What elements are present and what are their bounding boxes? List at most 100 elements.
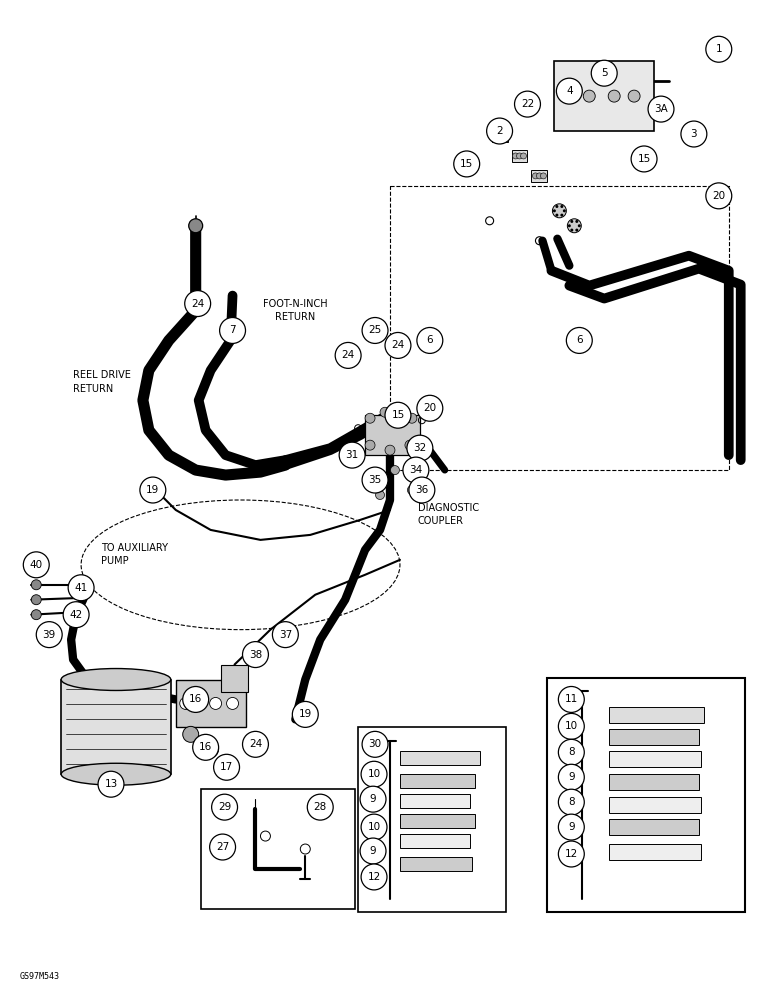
Bar [609, 797, 701, 813]
Bar [400, 834, 469, 848]
Circle shape [558, 789, 584, 815]
Text: 27: 27 [216, 842, 229, 852]
Text: 3A: 3A [654, 104, 668, 114]
Bar [400, 774, 475, 788]
Circle shape [555, 205, 558, 208]
Text: 4: 4 [566, 86, 573, 96]
Circle shape [36, 622, 63, 648]
Text: 11: 11 [564, 694, 578, 704]
Bar [365, 415, 420, 455]
Circle shape [514, 91, 540, 117]
Circle shape [575, 220, 578, 223]
Text: 19: 19 [146, 485, 160, 495]
Circle shape [568, 224, 571, 227]
Circle shape [307, 794, 334, 820]
Text: 22: 22 [521, 99, 534, 109]
Circle shape [537, 173, 543, 179]
Text: 24: 24 [341, 350, 355, 360]
Circle shape [405, 440, 415, 450]
Circle shape [395, 413, 405, 423]
Text: 37: 37 [279, 630, 292, 640]
Text: 16: 16 [199, 742, 212, 752]
Circle shape [203, 741, 218, 757]
Circle shape [242, 731, 269, 757]
Text: 30: 30 [368, 739, 381, 749]
Circle shape [417, 327, 443, 353]
Text: 40: 40 [29, 560, 42, 570]
Text: 1: 1 [716, 44, 722, 54]
Circle shape [362, 731, 388, 757]
Circle shape [273, 622, 298, 648]
Circle shape [193, 734, 218, 760]
Text: 6: 6 [576, 335, 583, 345]
Circle shape [558, 739, 584, 765]
Text: 42: 42 [69, 610, 83, 620]
Circle shape [407, 435, 433, 461]
Text: 10: 10 [565, 721, 578, 731]
Text: 32: 32 [413, 443, 426, 453]
Circle shape [219, 318, 245, 343]
Circle shape [567, 219, 581, 233]
Circle shape [553, 209, 556, 212]
Bar [531, 170, 547, 182]
Circle shape [706, 183, 732, 209]
Bar [61, 680, 171, 774]
Circle shape [575, 229, 578, 232]
Circle shape [608, 90, 620, 102]
Circle shape [360, 838, 386, 864]
Bar [221, 665, 249, 692]
Bar [400, 857, 472, 871]
Text: 19: 19 [299, 709, 312, 719]
Circle shape [564, 90, 575, 102]
Text: 5: 5 [601, 68, 608, 78]
Circle shape [558, 841, 584, 867]
Ellipse shape [61, 763, 171, 785]
Circle shape [361, 864, 387, 890]
Circle shape [300, 844, 310, 854]
Bar [390, 186, 729, 470]
Circle shape [567, 327, 592, 353]
Circle shape [260, 831, 270, 841]
Bar [609, 844, 701, 860]
Circle shape [180, 697, 191, 709]
Circle shape [558, 713, 584, 739]
Bar [201, 789, 355, 909]
Circle shape [520, 153, 527, 159]
Circle shape [648, 96, 674, 122]
Text: 17: 17 [220, 762, 233, 772]
Text: 15: 15 [638, 154, 651, 164]
Text: 24: 24 [249, 739, 262, 749]
Text: 12: 12 [367, 872, 381, 882]
Circle shape [493, 133, 499, 139]
Circle shape [362, 318, 388, 343]
Text: 31: 31 [346, 450, 359, 460]
Circle shape [631, 146, 657, 172]
Circle shape [183, 686, 208, 712]
Text: 8: 8 [568, 747, 574, 757]
Circle shape [226, 697, 239, 709]
Circle shape [560, 205, 564, 208]
Text: 2: 2 [496, 126, 503, 136]
Ellipse shape [61, 669, 171, 690]
Text: TO AUXILIARY
PUMP: TO AUXILIARY PUMP [101, 543, 168, 566]
Bar [400, 794, 469, 808]
Bar [176, 680, 245, 727]
Circle shape [409, 477, 435, 503]
Text: 7: 7 [229, 325, 236, 335]
Text: 15: 15 [391, 410, 405, 420]
Circle shape [339, 442, 365, 468]
Circle shape [375, 476, 384, 485]
Text: 8: 8 [568, 797, 574, 807]
Text: 20: 20 [713, 191, 726, 201]
Circle shape [385, 402, 411, 428]
Text: 36: 36 [415, 485, 428, 495]
Text: 9: 9 [370, 794, 377, 804]
Text: 24: 24 [191, 299, 205, 309]
Circle shape [407, 413, 417, 423]
Text: 13: 13 [104, 779, 117, 789]
Bar [547, 678, 745, 912]
Text: 10: 10 [367, 769, 381, 779]
Circle shape [362, 467, 388, 493]
Bar [358, 727, 506, 912]
Circle shape [188, 219, 203, 233]
